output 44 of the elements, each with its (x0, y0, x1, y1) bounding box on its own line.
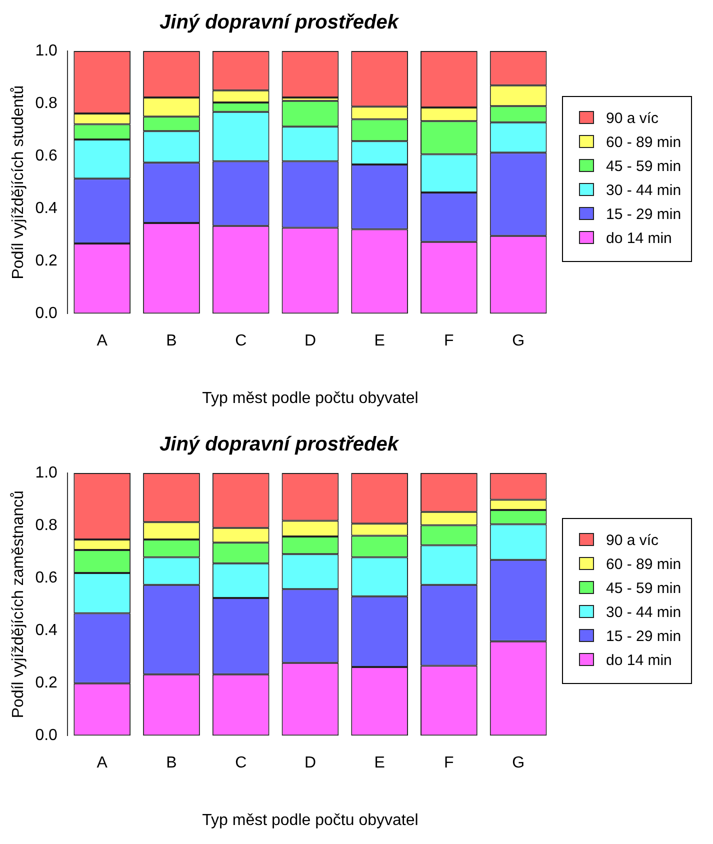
y-tick-label: 0.2 (35, 674, 58, 692)
legend-label: 45 - 59 min (606, 580, 682, 597)
y-tick-label: 1.0 (35, 42, 58, 60)
legend-label: 30 - 44 min (606, 604, 682, 621)
x-axis-title: Typ měst podle počtu obyvatel (202, 390, 418, 407)
legend-label: 90 a víc (606, 532, 659, 549)
x-tick-label: C (235, 754, 247, 772)
text: 15 - 29 min (606, 628, 682, 645)
y-tick-label: 0.4 (35, 200, 58, 217)
x-axis-title: Typ měst podle počtu obyvatel (202, 812, 418, 829)
x-tick-label: G (512, 332, 525, 350)
x-tick-label: C (235, 332, 247, 350)
legend-label: 45 - 59 min (606, 158, 682, 175)
y-tick-label: 0.0 (35, 305, 58, 322)
legend-label: 60 - 89 min (606, 134, 682, 151)
x-tick-label: F (444, 332, 454, 350)
x-tick-label: D (304, 332, 316, 350)
y-axis-title: Podíl vyjíždějících studentů (10, 85, 28, 280)
legend-label: 15 - 29 min (606, 206, 682, 223)
x-tick-label: D (304, 754, 316, 772)
legend-label: 60 - 89 min (606, 556, 682, 573)
x-tick-label: E (374, 754, 385, 772)
chart-title: Jiný dopravní prostředek (160, 434, 400, 456)
y-tick-label: 0.2 (35, 252, 58, 270)
x-tick-label: A (96, 332, 108, 350)
y-tick-label: 1.0 (35, 464, 58, 482)
y-tick-label: 0.8 (35, 94, 58, 112)
y-tick-label: 0.4 (35, 622, 58, 639)
x-tick-label: A (96, 754, 108, 772)
legend-label: 30 - 44 min (606, 182, 682, 199)
legend-label: 90 a víc (606, 110, 659, 127)
chart-title: Jiný dopravní prostředek (160, 12, 400, 34)
y-tick-label: 0.6 (35, 569, 58, 586)
legend-label: do 14 min (606, 652, 672, 669)
x-tick-label: B (166, 332, 177, 350)
y-tick-label: 0.8 (35, 516, 58, 534)
y-tick-label: 0.0 (35, 727, 58, 744)
x-tick-label: G (512, 754, 525, 772)
x-tick-label: F (444, 754, 454, 772)
text: do 14 min (606, 230, 672, 247)
y-axis-title: Podíl vyjíždějících zaměstnanců (10, 490, 28, 718)
y-tick-label: 0.6 (35, 147, 58, 164)
x-tick-label: E (374, 332, 385, 350)
x-tick-label: B (166, 754, 177, 772)
